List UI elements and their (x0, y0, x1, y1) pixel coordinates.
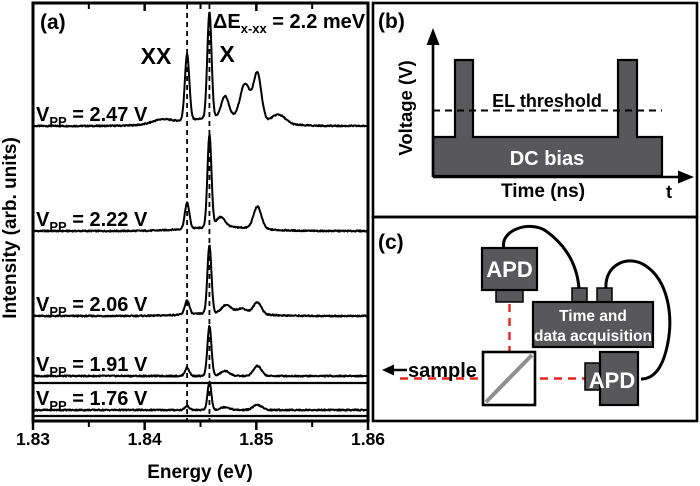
apd-right-label: APD (589, 368, 635, 393)
panel-a-frame (31, 1, 370, 423)
y-axis-title: Intensity (arb. units) (0, 137, 21, 319)
panel-c-label: (c) (378, 231, 404, 254)
acquisition-connector-left (571, 287, 588, 303)
vpp-label: VPP = 2.22 V (36, 209, 148, 234)
x-tick-label: 1.83 (16, 429, 50, 449)
acquisition-label-line2: data acquisition (534, 328, 652, 345)
time-t-label: t (666, 182, 672, 202)
x-tick-label: 1.84 (128, 429, 162, 449)
acquisition-connector-right (596, 287, 613, 303)
delta-e-subscript: x-xx (241, 21, 268, 36)
spectrum-curve-vpp-1.91 (34, 325, 367, 378)
vpp-label: VPP = 2.47 V (36, 104, 148, 129)
x-tick-label: 1.86 (351, 429, 385, 449)
dc-bias-label: DC bias (510, 148, 584, 170)
beam-splitter-diagonal (484, 353, 534, 404)
vpp-label: VPP = 1.91 V (36, 354, 148, 379)
apd-top-box (480, 246, 539, 292)
panel-b-label: (b) (378, 10, 405, 33)
voltage-waveform (431, 58, 664, 178)
acquisition-label-line1: Time and (559, 308, 627, 325)
spectrum-curve-vpp-2.06 (34, 244, 367, 318)
spectrum-curve-vpp-2.22 (34, 133, 367, 233)
y-axis-arrowhead-icon (426, 28, 440, 45)
xx-peak-label: XX (141, 43, 172, 69)
cable-acquisition-to-apd-right (604, 259, 672, 381)
apd-right-box (598, 350, 640, 407)
panel-a-dashed-markers (186, 4, 211, 421)
panel-c-frame (371, 215, 699, 423)
delta-e-value: = 2.2 meV (267, 11, 366, 33)
panel-a-dividers (33, 381, 368, 418)
panel-b-y-axis-title: Voltage (V) (395, 60, 416, 155)
panel-b: EL threshold DC bias Voltage (V) Time (n… (371, 1, 699, 219)
x-axis-arrowhead-icon (678, 170, 694, 184)
sample-label: sample (408, 360, 477, 382)
delta-e-annotation: ΔEx-xx = 2.2 meV (213, 11, 366, 36)
panel-a-series-labels: VPP = 2.47 V VPP = 2.22 V VPP = 2.06 V VPP … (36, 104, 148, 413)
sample-arrow-icon (382, 364, 394, 376)
apd-top-label: APD (486, 257, 532, 282)
vpp-label: VPP = 1.76 V (36, 388, 148, 413)
panel-c: APD APD Time and data acquisition sample… (371, 215, 699, 423)
delta-e-main: ΔE (213, 11, 241, 33)
x-axis-title: Energy (eV) (147, 462, 253, 483)
vpp-label: VPP = 2.06 V (36, 294, 148, 319)
panel-a-tick-labels: 1.83 1.84 1.85 1.86 (16, 429, 385, 449)
panel-b-x-axis-title: Time (ns) (501, 181, 585, 202)
el-threshold-label: EL threshold (492, 91, 602, 111)
x-peak-label: X (219, 41, 235, 67)
spectrum-curve-vpp-1.76 (34, 380, 367, 412)
panel-a-label: (a) (40, 11, 66, 34)
cable-apd-top-to-acquisition (502, 225, 581, 290)
acquisition-box (531, 300, 655, 349)
spectra-curves (34, 11, 367, 412)
panel-a: 1.83 1.84 1.85 1.86 VPP = 2.47 V VPP = 2.22 … (0, 1, 385, 483)
x-tick-label: 1.85 (239, 429, 273, 449)
spectrum-curve-vpp-2.47 (34, 11, 367, 128)
